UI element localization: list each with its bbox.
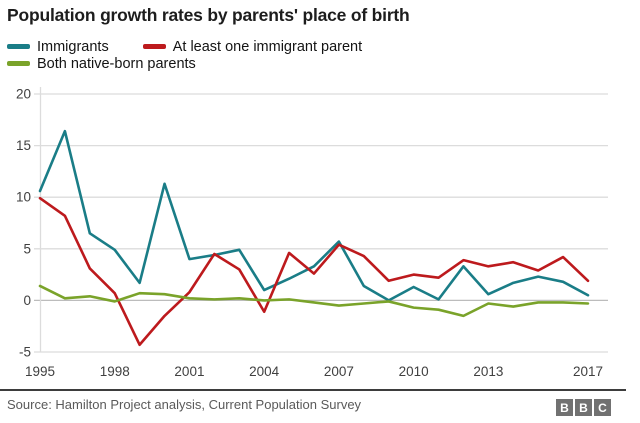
x-tick-label: 2010	[399, 364, 429, 379]
bbc-logo-letter: B	[556, 399, 573, 416]
legend-label: At least one immigrant parent	[172, 38, 363, 55]
x-tick-label: 2004	[249, 364, 280, 379]
y-tick-label: 20	[16, 87, 31, 102]
x-tick-label: 2013	[473, 364, 503, 379]
x-tick-label: 2001	[174, 364, 204, 379]
legend-item-both-native-born: Both native-born parents	[7, 56, 196, 72]
both-native-born-swatch-icon	[7, 61, 30, 66]
legend-item-immigrants: Immigrants	[7, 39, 109, 55]
bbc-logo: B B C	[556, 399, 613, 416]
legend-row-1: Immigrants At least one immigrant parent	[7, 38, 627, 55]
bbc-logo-letter: B	[575, 399, 592, 416]
x-tick-label: 2007	[324, 364, 354, 379]
immigrants-swatch-icon	[7, 44, 30, 49]
line-both-native-born-parents	[38, 284, 590, 318]
line-at-least-one-immigrant-parent	[38, 196, 590, 347]
source-caption: Source: Hamilton Project analysis, Curre…	[7, 397, 362, 412]
footer-divider	[0, 389, 626, 391]
y-tick-label: 15	[16, 138, 31, 153]
legend-item-one-immigrant-parent: At least one immigrant parent	[142, 38, 363, 55]
y-tick-label: -5	[19, 345, 31, 360]
line-immigrants	[38, 129, 590, 302]
x-tick-label: 1998	[100, 364, 130, 379]
legend-label: Both native-born parents	[37, 55, 196, 72]
legend-label: Immigrants	[37, 38, 109, 55]
y-tick-label: 10	[16, 190, 31, 205]
x-tick-label: 2017	[573, 364, 603, 379]
one-immigrant-parent-swatch-icon	[142, 44, 166, 49]
y-tick-label: 5	[23, 241, 31, 256]
legend: Immigrants At least one immigrant parent…	[7, 38, 627, 72]
bbc-logo-letter: C	[594, 399, 611, 416]
x-tick-label: 1995	[25, 364, 55, 379]
page-title: Population growth rates by parents' plac…	[7, 5, 410, 25]
legend-row-2: Both native-born parents	[7, 55, 627, 72]
y-tick-label: 0	[23, 293, 31, 308]
